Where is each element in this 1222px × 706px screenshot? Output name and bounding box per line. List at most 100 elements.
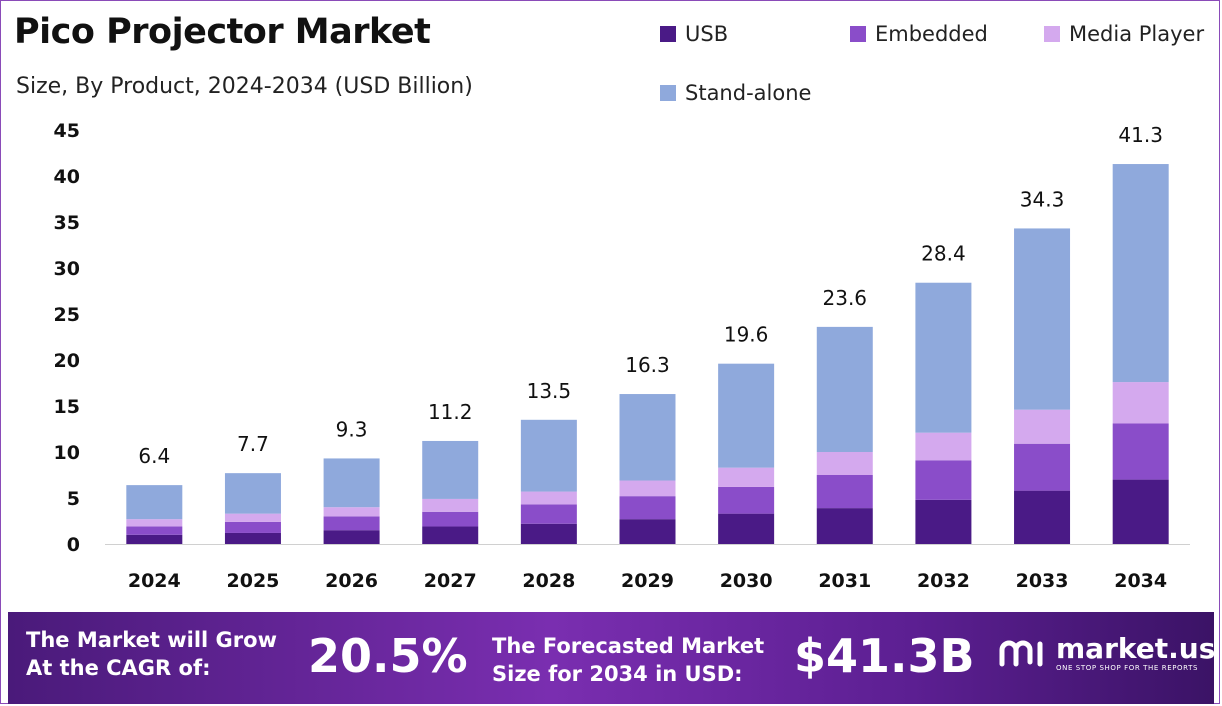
bar-segment-usb <box>915 499 972 544</box>
legend-label-embedded: Embedded <box>875 22 988 46</box>
y-tick-label: 45 <box>54 120 80 142</box>
legend-item-embedded: Embedded <box>850 22 988 46</box>
bar-segment-stand-alone <box>126 485 183 520</box>
bar-total-label: 13.5 <box>527 379 572 403</box>
bar-segment-media-player <box>619 480 676 497</box>
legend-label-stand-alone: Stand-alone <box>685 81 812 105</box>
bar-segment-media-player <box>816 452 873 475</box>
bar-segment-usb <box>816 508 873 544</box>
bar-total-label: 7.7 <box>237 432 269 456</box>
summary-banner: The Market will Grow At the CAGR of: 20.… <box>8 612 1215 704</box>
forecast-label: The Forecasted Market Size for 2034 in U… <box>492 632 764 688</box>
x-tick-label: 2027 <box>424 570 477 592</box>
bar-segment-usb <box>224 532 281 544</box>
bar-segment-media-player <box>1014 409 1071 444</box>
bar-total-label: 23.6 <box>823 286 868 310</box>
bar-segment-stand-alone <box>323 458 380 508</box>
bar-segment-embedded <box>520 504 577 524</box>
x-tick-label: 2028 <box>522 570 575 592</box>
y-tick-label: 40 <box>54 166 80 188</box>
x-tick-label: 2032 <box>917 570 970 592</box>
brand-tagline: ONE STOP SHOP FOR THE REPORTS <box>1056 664 1199 672</box>
legend-swatch-usb <box>660 26 676 42</box>
bar-segment-media-player <box>1112 382 1169 424</box>
bar-total-label: 9.3 <box>336 417 368 441</box>
bar-total-label: 6.4 <box>138 444 170 468</box>
legend-swatch-embedded <box>850 26 866 42</box>
bar-segment-embedded <box>323 516 380 531</box>
y-tick-label: 0 <box>67 534 80 556</box>
bar-segment-embedded <box>1112 423 1169 480</box>
y-tick-label: 10 <box>54 442 80 464</box>
bar-total-label: 11.2 <box>428 400 473 424</box>
x-tick-label: 2034 <box>1114 570 1167 592</box>
y-tick-label: 35 <box>54 212 80 234</box>
bar-segment-media-player <box>520 491 577 505</box>
y-tick-label: 30 <box>54 258 80 280</box>
legend-label-media-player: Media Player <box>1069 22 1205 46</box>
bar-segment-media-player <box>323 507 380 517</box>
legend-swatch-stand-alone <box>660 85 676 101</box>
chart-subtitle: Size, By Product, 2024-2034 (USD Billion… <box>16 74 473 99</box>
bar-segment-stand-alone <box>1112 164 1169 383</box>
bar-segment-embedded <box>915 460 972 500</box>
bar-segment-stand-alone <box>816 326 873 452</box>
forecast-label-line2: Size for 2034 in USD: <box>492 662 743 686</box>
bar-segment-usb <box>422 526 479 544</box>
cagr-value: 20.5% <box>308 629 468 683</box>
bar-segment-usb <box>619 519 676 544</box>
bar-segment-embedded <box>816 475 873 509</box>
x-tick-label: 2025 <box>227 570 280 592</box>
bar-segment-stand-alone <box>224 473 281 514</box>
cagr-label-line2: At the CAGR of: <box>26 656 211 680</box>
x-tick-label: 2030 <box>720 570 773 592</box>
legend-label-usb: USB <box>685 22 729 46</box>
bar-segment-embedded <box>422 511 479 527</box>
cagr-label-line1: The Market will Grow <box>26 628 277 652</box>
bar-segment-embedded <box>718 486 775 514</box>
bar-segment-usb <box>126 534 183 544</box>
stacked-bar-chart: 0510152025303540456.420247.720259.320261… <box>54 120 1190 592</box>
bar-segment-usb <box>323 530 380 544</box>
x-tick-label: 2026 <box>325 570 378 592</box>
cagr-label: The Market will Grow At the CAGR of: <box>26 626 277 682</box>
forecast-label-line1: The Forecasted Market <box>492 634 765 658</box>
y-tick-label: 20 <box>54 350 80 372</box>
bar-total-label: 16.3 <box>625 353 670 377</box>
legend-swatch-media-player <box>1044 26 1060 42</box>
bar-segment-stand-alone <box>619 394 676 481</box>
bar-segment-embedded <box>619 496 676 520</box>
bar-total-label: 41.3 <box>1118 123 1163 147</box>
bar-segment-stand-alone <box>718 363 775 468</box>
bar-segment-media-player <box>224 513 281 522</box>
bar-segment-media-player <box>915 432 972 461</box>
bar-segment-stand-alone <box>1014 228 1071 410</box>
x-tick-label: 2033 <box>1016 570 1069 592</box>
bar-segment-media-player <box>422 498 479 512</box>
x-tick-label: 2031 <box>818 570 871 592</box>
legend-item-stand-alone: Stand-alone <box>660 81 811 105</box>
y-tick-label: 15 <box>54 396 80 418</box>
chart-title: Pico Projector Market <box>14 12 431 52</box>
bar-segment-usb <box>718 513 775 544</box>
bar-segment-stand-alone <box>520 419 577 492</box>
bar-total-label: 34.3 <box>1020 187 1065 211</box>
y-tick-label: 5 <box>67 488 80 510</box>
legend-item-usb: USB <box>660 22 728 46</box>
bar-segment-stand-alone <box>422 440 479 499</box>
bar-total-label: 19.6 <box>724 323 769 347</box>
bar-segment-embedded <box>126 526 183 535</box>
bar-segment-usb <box>1014 490 1071 544</box>
bar-segment-usb <box>1112 479 1169 544</box>
market-us-logo-icon <box>999 640 1043 667</box>
bar-segment-embedded <box>224 521 281 533</box>
forecast-value: $41.3B <box>794 629 975 683</box>
brand-logo: market.us ONE STOP SHOP FOR THE REPORTS <box>998 634 1215 672</box>
bar-total-label: 28.4 <box>921 242 966 266</box>
x-tick-label: 2029 <box>621 570 674 592</box>
brand-name: market.us <box>1056 632 1216 665</box>
bar-segment-embedded <box>1014 443 1071 491</box>
y-tick-label: 25 <box>54 304 80 326</box>
x-tick-label: 2024 <box>128 570 181 592</box>
bar-segment-media-player <box>718 467 775 487</box>
